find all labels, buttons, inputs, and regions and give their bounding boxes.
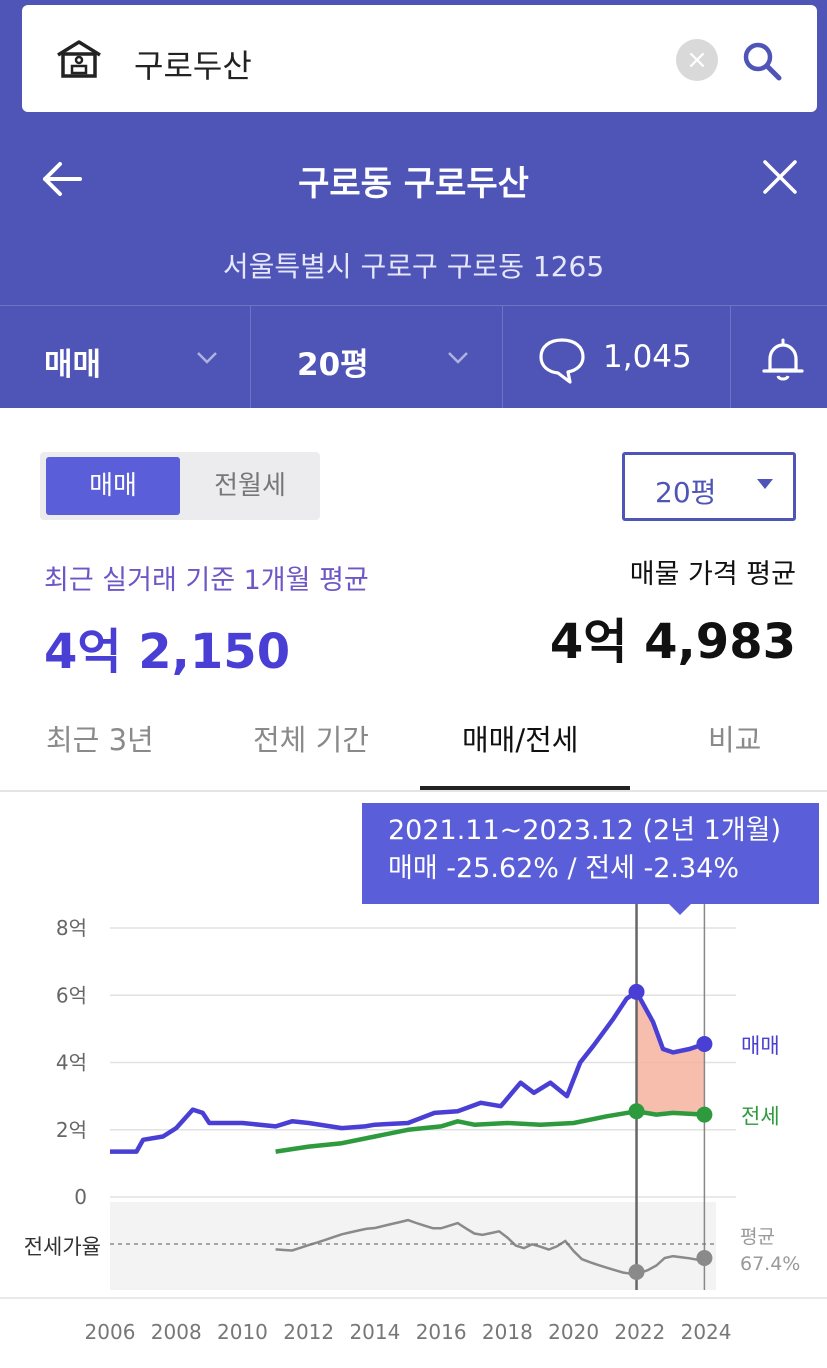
filter-bar: 매매 20평 1,045 — [0, 305, 827, 409]
toggle-rent[interactable]: 전월세 — [214, 471, 286, 501]
y-tick-label: 0 — [74, 1185, 87, 1209]
tab-sale-jeonse[interactable]: 매매/전세 — [462, 723, 579, 757]
chart-tabs: 최근 3년 전체 기간 매매/전세 비교 — [0, 700, 827, 792]
tab-compare[interactable]: 비교 — [708, 723, 762, 757]
tab-recent-3y[interactable]: 최근 3년 — [46, 723, 154, 757]
range-tooltip: 2021.11~2023.12 (2년 1개월) 매매 -25.62% / 전세… — [362, 803, 819, 904]
series-label-jeonse: 전세 — [741, 1105, 780, 1129]
header: 구로두산 × 구로동 구로두산 서울특별시 구로구 구로동 1265 매매 20… — [0, 0, 827, 409]
ratio-start-point — [628, 1264, 645, 1280]
bell-icon — [762, 338, 804, 381]
recent-price-value: 4억 2,150 — [44, 624, 291, 680]
page-title: 구로동 구로두산 — [298, 164, 529, 204]
size-dropdown[interactable]: 20평 — [251, 306, 503, 409]
y-tick-label: 6억 — [56, 983, 87, 1007]
close-icon[interactable] — [760, 157, 800, 197]
y-tick-label: 2억 — [56, 1118, 87, 1142]
range-end-point — [696, 1036, 713, 1053]
address-text: 서울특별시 구로구 구로동 1265 — [222, 250, 605, 283]
comments-button[interactable]: 1,045 — [503, 306, 731, 409]
x-tick-label: 2006 — [85, 1320, 136, 1344]
y-tick-label: 8억 — [56, 916, 87, 940]
x-tick-label: 2018 — [482, 1320, 533, 1344]
tab-all-period[interactable]: 전체 기간 — [253, 723, 369, 757]
comment-count: 1,045 — [603, 339, 692, 375]
average-label: 평균 — [740, 1226, 775, 1248]
x-tick-label: 2008 — [151, 1320, 202, 1344]
listing-price-label: 매물 가격 평균 — [629, 559, 796, 590]
clear-icon[interactable]: × — [676, 39, 718, 81]
range-start-point — [628, 1103, 645, 1120]
ratio-end-point — [696, 1250, 713, 1266]
average-value: 67.4% — [740, 1253, 800, 1275]
size-select[interactable]: 20평 — [622, 452, 796, 521]
trade-toggle: 매매 전월세 — [40, 452, 320, 520]
search-icon[interactable] — [740, 39, 784, 83]
x-tick-label: 2022 — [614, 1320, 665, 1344]
x-tick-label: 2010 — [217, 1320, 268, 1344]
x-tick-label: 2016 — [416, 1320, 467, 1344]
series-label-sale: 매매 — [741, 1034, 780, 1058]
x-tick-label: 2020 — [548, 1320, 599, 1344]
trade-type-dropdown[interactable]: 매매 — [0, 306, 251, 409]
toggle-sale[interactable]: 매매 — [46, 457, 180, 515]
trade-type-label: 매매 — [44, 347, 102, 383]
ratio-label: 전세가율 — [24, 1235, 101, 1259]
back-arrow-icon[interactable] — [40, 157, 84, 201]
x-tick-label: 2014 — [349, 1320, 400, 1344]
y-tick-label: 4억 — [56, 1051, 87, 1075]
search-bar[interactable]: 구로두산 × — [22, 5, 817, 112]
tooltip-pointer — [668, 903, 692, 915]
range-end-point — [696, 1106, 713, 1123]
listing-price-value: 4억 4,983 — [549, 614, 796, 670]
x-tick-label: 2012 — [283, 1320, 334, 1344]
series-line-sale — [110, 989, 706, 1154]
ratio-panel-bg — [110, 1202, 716, 1290]
home-icon[interactable] — [55, 39, 103, 79]
x-tick-label: 2024 — [681, 1320, 732, 1344]
dropdown-arrow-icon — [757, 479, 773, 489]
ratio-line — [275, 1218, 699, 1276]
search-input[interactable]: 구로두산 — [134, 47, 252, 85]
notification-button[interactable] — [731, 306, 827, 409]
speech-bubble-icon — [539, 338, 585, 384]
recent-price-label: 최근 실거래 기준 1개월 평균 — [44, 565, 369, 596]
tooltip-range: 2021.11~2023.12 (2년 1개월) — [388, 815, 782, 846]
active-tab-indicator — [420, 786, 630, 790]
tooltip-change: 매매 -25.62% / 전세 -2.34% — [388, 853, 739, 884]
chevron-down-icon — [448, 352, 468, 364]
size-select-value: 20평 — [655, 476, 717, 509]
size-label: 20평 — [297, 347, 369, 383]
range-start-point — [628, 983, 645, 1000]
chevron-down-icon — [197, 352, 217, 364]
